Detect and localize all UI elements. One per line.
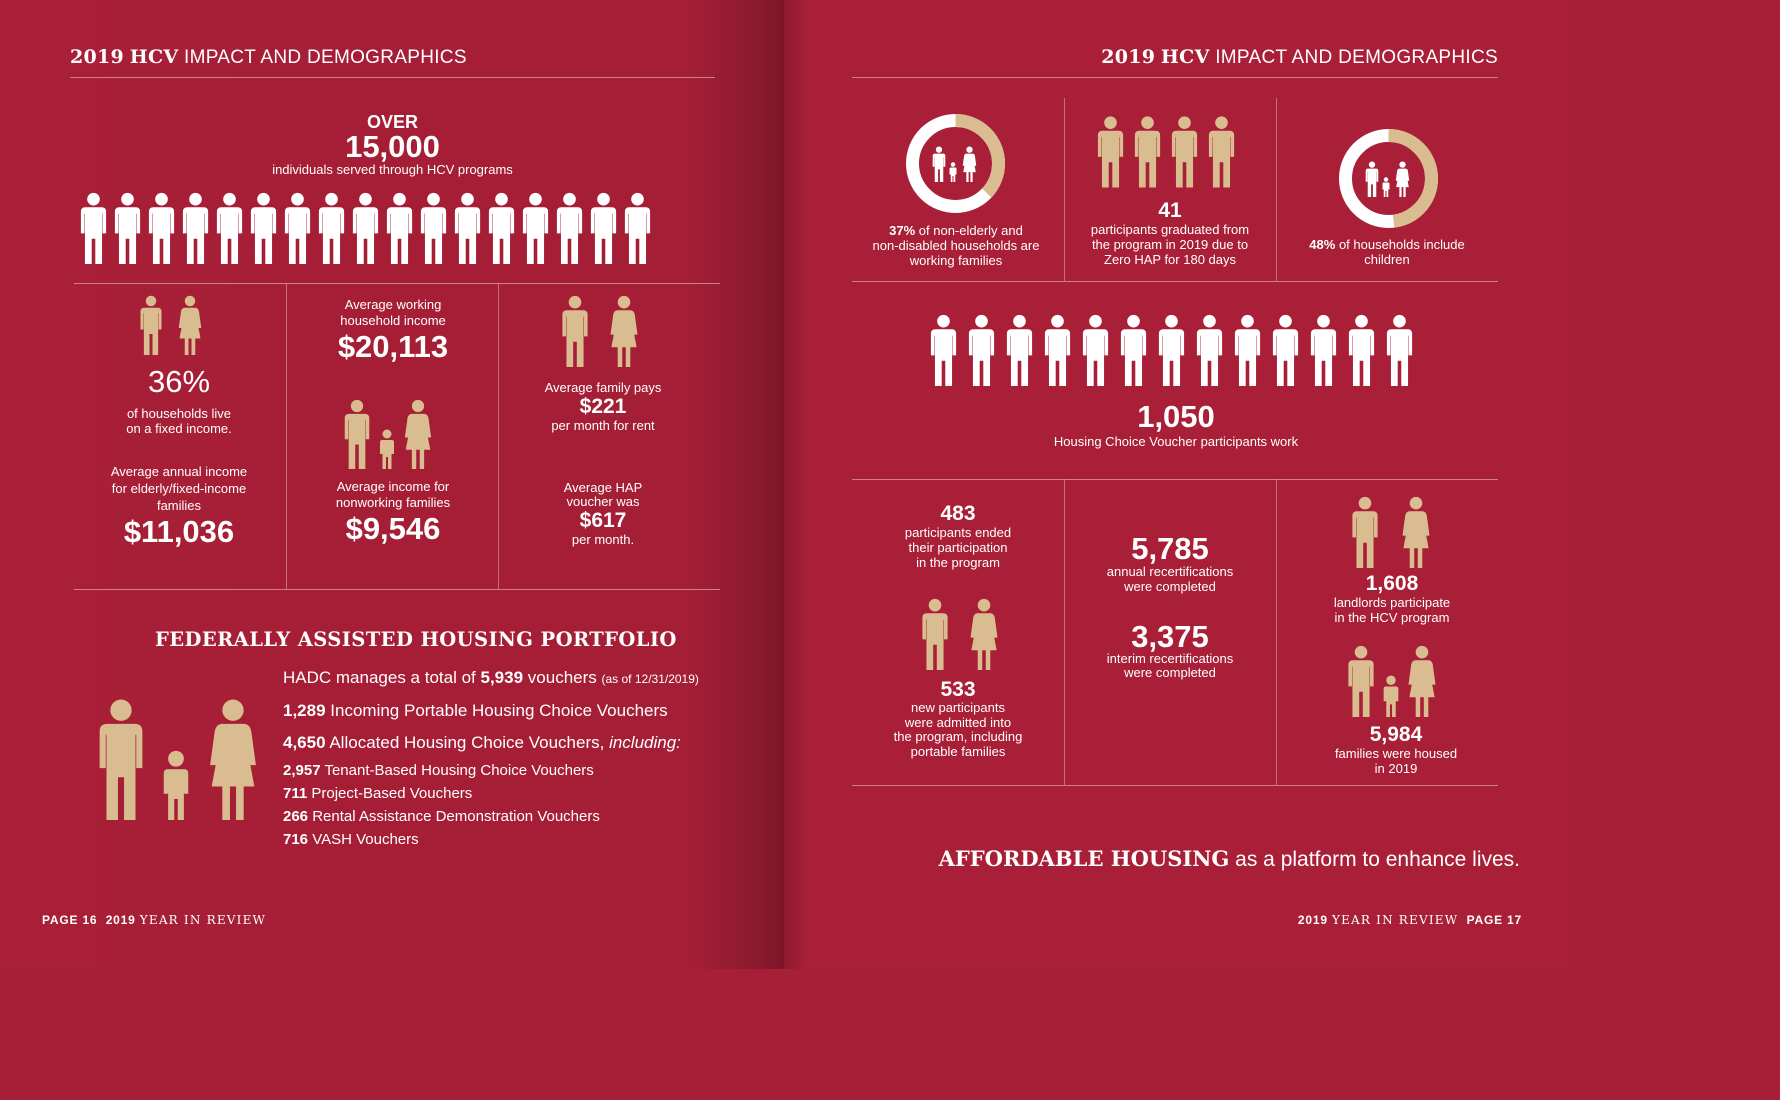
tagline: AFFORDABLE HOUSING as a platform to enha… <box>938 846 1520 871</box>
person-icon <box>182 190 209 266</box>
left-page: 2019 HCV IMPACT AND DEMOGRAPHICS OVER 15… <box>0 0 784 969</box>
person-icon <box>930 312 957 388</box>
portfolio-incoming-line: 1,289 Incoming Portable Housing Choice V… <box>283 701 668 720</box>
person-icon <box>148 190 175 266</box>
right-page-header: 2019 HCV IMPACT AND DEMOGRAPHICS <box>1101 46 1498 68</box>
person-icon <box>352 190 379 266</box>
individuals-people-row <box>80 190 658 271</box>
person-icon <box>1386 312 1413 388</box>
couple-icon <box>914 598 1006 675</box>
portfolio-total-line: HADC manages a total of 5,939 vouchers (… <box>283 668 699 687</box>
family-icon <box>336 399 440 474</box>
person-icon <box>624 190 651 266</box>
person-icon <box>250 190 277 266</box>
person-icon <box>1272 312 1299 388</box>
family-icon <box>84 698 272 825</box>
family-icon <box>1340 645 1444 722</box>
work-stat: 1,050 Housing Choice Voucher participant… <box>1053 399 1299 449</box>
list-item: 711 Project-Based Vouchers <box>283 785 473 802</box>
portfolio-voucher-list: 2,957 Tenant-Based Housing Choice Vouche… <box>283 759 600 851</box>
portfolio-title: FEDERALLY ASSISTED HOUSING PORTFOLIO <box>155 628 677 651</box>
hap-voucher-stat: Average HAP voucher was $617 per month. <box>563 480 643 547</box>
person-icon <box>1196 312 1223 388</box>
person-icon <box>556 190 583 266</box>
family-rent-stat: Average family pays $221 per month for r… <box>544 380 662 433</box>
person-icon <box>386 190 413 266</box>
list-item: 716 VASH Vouchers <box>283 831 419 848</box>
person-icon <box>114 190 141 266</box>
list-item: 266 Rental Assistance Demonstration Vouc… <box>283 808 600 825</box>
family-icon <box>933 146 977 182</box>
portfolio-allocated-line: 4,650 Allocated Housing Choice Vouchers,… <box>283 733 681 752</box>
graduated-stat: 41 participants graduated from the progr… <box>1090 199 1250 268</box>
interim-recertifications-stat: 3,375 interim recertifications were comp… <box>1106 619 1234 680</box>
individuals-served-stat: OVER 15,000 individuals served through H… <box>272 112 513 177</box>
person-icon <box>590 190 617 266</box>
family-icon <box>1366 161 1410 197</box>
person-icon <box>522 190 549 266</box>
working-families-donut <box>905 113 1006 219</box>
nonworking-income-stat: Average income for nonworking families $… <box>335 479 451 546</box>
person-icon <box>1310 312 1337 388</box>
graduated-people-row <box>1097 113 1235 195</box>
person-icon <box>1082 312 1109 388</box>
person-icon <box>1348 312 1375 388</box>
person-icon <box>454 190 481 266</box>
person-icon <box>1134 113 1161 190</box>
children-donut <box>1338 128 1439 234</box>
list-item: 2,957 Tenant-Based Housing Choice Vouche… <box>283 762 594 779</box>
couple-icon <box>134 295 208 360</box>
work-people-row <box>930 312 1413 393</box>
working-families-stat: 37% of non-elderly and non-disabled hous… <box>872 223 1040 268</box>
families-housed-stat: 5,984 families were housed in 2019 <box>1334 723 1458 777</box>
landlords-stat: 1,608 landlords participate in the HCV p… <box>1333 572 1451 626</box>
fixed-income-stat: 36% of households live on a fixed income… <box>126 364 232 436</box>
person-icon <box>1097 113 1124 190</box>
person-icon <box>420 190 447 266</box>
person-icon <box>1234 312 1261 388</box>
person-icon <box>968 312 995 388</box>
couple-icon <box>554 295 646 372</box>
couple-icon <box>1344 496 1438 573</box>
right-page-footer: 2019 YEAR IN REVIEW PAGE 17 <box>1297 913 1522 927</box>
person-icon <box>1006 312 1033 388</box>
person-icon <box>1044 312 1071 388</box>
person-icon <box>1208 113 1235 190</box>
person-icon <box>318 190 345 266</box>
right-page: 2019 HCV IMPACT AND DEMOGRAPHICS 37% of … <box>784 0 1568 969</box>
person-icon <box>1171 113 1198 190</box>
admitted-stat: 533 new participants were admitted into … <box>893 678 1023 759</box>
person-icon <box>488 190 515 266</box>
ended-participation-stat: 483 participants ended their participati… <box>904 502 1012 571</box>
person-icon <box>80 190 107 266</box>
working-income-stat: Average working household income $20,113 <box>337 297 449 364</box>
children-stat: 48% of households include children <box>1309 237 1465 267</box>
left-page-footer: PAGE 16 2019 YEAR IN REVIEW <box>42 913 267 927</box>
left-page-header: 2019 HCV IMPACT AND DEMOGRAPHICS <box>70 46 467 68</box>
person-icon <box>1120 312 1147 388</box>
person-icon <box>284 190 311 266</box>
elderly-income-stat: Average annual income for elderly/fixed-… <box>110 464 248 549</box>
annual-recertifications-stat: 5,785 annual recertifications were compl… <box>1106 531 1234 594</box>
person-icon <box>216 190 243 266</box>
person-icon <box>1158 312 1185 388</box>
